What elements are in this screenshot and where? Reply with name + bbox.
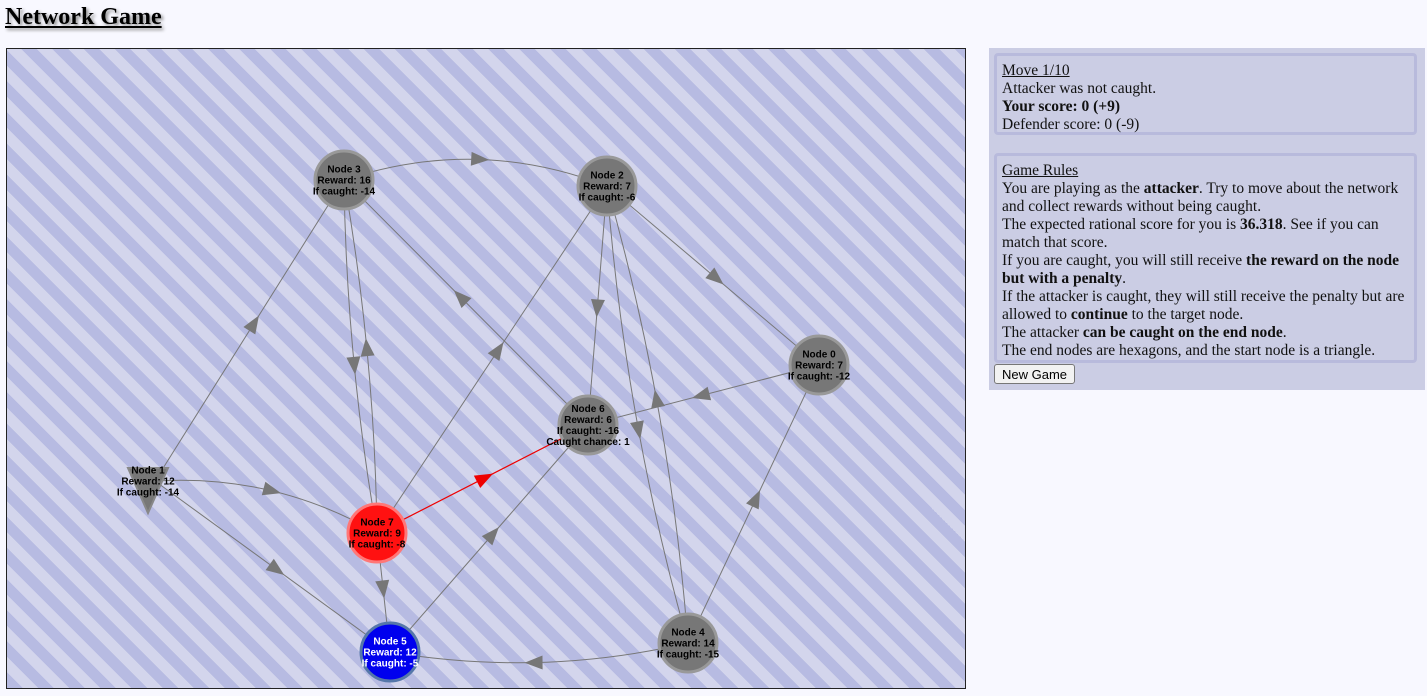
node-7-circle: [346, 502, 408, 564]
arrow-2-to-4: [630, 420, 644, 440]
node-0-label-2: If caught: -12: [788, 372, 851, 383]
edge-4-to-2: [606, 185, 689, 644]
arrow-7-to-2: [487, 342, 504, 362]
arrow-2-to-0: [705, 267, 724, 285]
node-0-circle: [788, 334, 850, 396]
arrow-7-to-5: [375, 579, 390, 599]
node-6-circle: [557, 394, 619, 456]
arrow-1-to-7: [261, 481, 281, 496]
defender-score: Defender score: 0 (-9): [1002, 116, 1140, 133]
node-2-circle: [576, 155, 638, 217]
rules-box: Game Rules You are playing as the attack…: [994, 153, 1417, 363]
node-1-label-0: Node 1: [131, 466, 165, 477]
arrow-3-to-7: [346, 356, 361, 375]
node-0-label-1: Reward: 7: [795, 361, 843, 372]
arrow-6-to-3: [453, 290, 472, 308]
your-score: Your score: 0 (+9): [1002, 98, 1121, 115]
node-3-label-0: Node 3: [327, 165, 361, 176]
rule-continue: If the attacker is caught, they will sti…: [1002, 288, 1405, 323]
arrow-1-to-3: [243, 315, 259, 335]
status-message: Attacker was not caught.: [1002, 80, 1157, 97]
edge-2-to-4: [606, 185, 689, 644]
arrow-7-to-3: [360, 338, 375, 357]
node-7-label-1: Reward: 9: [353, 529, 401, 540]
node-5-label-1: Reward: 12: [363, 648, 417, 659]
rule-shapes: The end nodes are hexagons, and the star…: [1002, 342, 1376, 359]
edge-7-to-2: [376, 185, 608, 534]
node-1-label-1: Reward: 12: [121, 477, 175, 488]
node-0-label-0: Node 0: [802, 350, 836, 361]
node-1-label-2: If caught: -14: [117, 488, 180, 499]
node-5-label-2: If caught: -5: [362, 659, 419, 670]
node-6-label-0: Node 6: [571, 404, 605, 415]
arrow-1-to-5: [265, 558, 285, 576]
arrow-4-to-0: [746, 490, 761, 510]
node-4-label-2: If caught: -15: [657, 650, 720, 661]
arrow-7-to-6: [473, 473, 494, 489]
node-6-label-3: Caught chance: 1: [546, 437, 630, 448]
rules-heading: Game Rules: [1002, 162, 1079, 179]
network-board[interactable]: Node 0 Reward: 7 If caught: -12 Node 1 Rewar…: [6, 48, 966, 689]
node-4-circle: [657, 612, 719, 674]
arrow-5-to-6: [481, 527, 499, 546]
arrow-2-to-6: [590, 298, 605, 318]
node-6-label-2: If caught: -16: [557, 426, 620, 437]
node-6-label-1: Reward: 6: [564, 415, 612, 426]
status-box: Move 1/10 Attacker was not caught. Your …: [994, 53, 1417, 135]
rule-end-node: The attacker can be caught on the end no…: [1002, 324, 1287, 341]
arrow-4-to-2: [651, 389, 665, 409]
node-7-label-0: Node 7: [360, 518, 394, 529]
node-4-label-0: Node 4: [671, 628, 705, 639]
node-2-label-2: If caught: -6: [579, 193, 636, 204]
rule-penalty: If you are caught, you will still receiv…: [1002, 252, 1400, 287]
node-3-label-2: If caught: -14: [313, 187, 376, 198]
arrow-3-to-2: [470, 151, 490, 166]
node-5-circle: [359, 621, 421, 683]
node-2-label-0: Node 2: [590, 171, 624, 182]
start-node-triangle: [126, 467, 170, 516]
node-4-label-1: Reward: 14: [661, 639, 715, 650]
move-counter: Move 1/10: [1002, 62, 1070, 79]
arrow-0-to-6: [691, 386, 712, 401]
rule-expected-score: The expected rational score for you is 3…: [1002, 216, 1379, 251]
node-2-label-1: Reward: 7: [583, 182, 631, 193]
node-3-label-1: Reward: 16: [317, 176, 371, 187]
edge-7-to-3: [343, 179, 378, 534]
arrow-4-to-5: [524, 655, 543, 670]
node-5-label-0: Node 5: [373, 637, 407, 648]
rule-attacker: You are playing as the attacker. Try to …: [1002, 180, 1399, 215]
side-panel: Move 1/10 Attacker was not caught. Your …: [989, 48, 1425, 390]
new-game-button[interactable]: New Game: [994, 364, 1076, 384]
edge-layer: [154, 151, 820, 670]
node-7-label-2: If caught: -8: [349, 540, 406, 551]
node-3-circle: [313, 149, 375, 211]
edge-3-to-7: [343, 179, 378, 534]
page-title: Network Game: [5, 4, 162, 30]
